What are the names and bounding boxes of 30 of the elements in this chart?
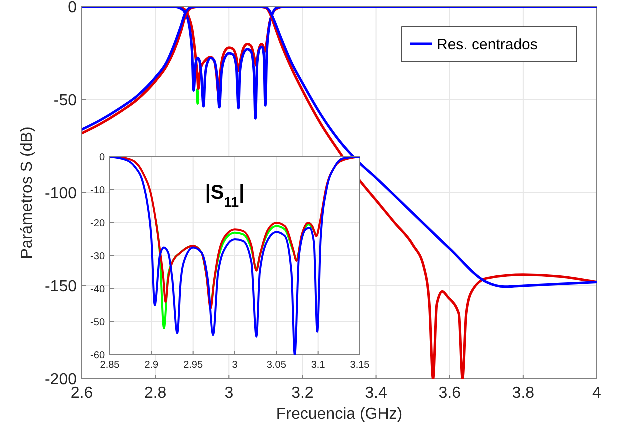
x-tick-label: 3 [224,385,234,402]
y-tick-label: 0 [68,0,78,17]
x-tick-label: 2.85 [100,360,120,371]
x-tick-label: 3 [232,360,238,371]
x-axis-title: Frecuencia (GHz) [276,406,403,423]
x-tick-label: 2.9 [144,360,160,371]
x-tick-label: 3.1 [311,360,326,371]
y-tick-label: -30 [90,252,106,262]
x-tick-label: 2.95 [184,360,204,371]
y-tick-label: -50 [54,92,78,110]
x-tick-label: 3.8 [512,385,535,402]
x-tick-label: 2.8 [144,385,167,402]
x-tick-label: 3.2 [292,385,314,402]
x-tick-label: 4 [592,385,602,402]
y-tick-label: -100 [44,186,78,203]
y-tick-label: -10 [90,186,106,196]
x-tick-label: 2.6 [70,385,94,402]
y-tick-label: -60 [90,350,106,362]
y-tick-label: -20 [90,218,106,230]
legend-label: Res. centrados [437,36,538,54]
y-tick-label: -50 [90,318,106,328]
y-tick-label: -40 [90,284,106,296]
y-tick-label: 0 [99,152,106,164]
x-tick-label: 3.6 [438,385,462,402]
y-tick-label: -150 [44,278,78,296]
y-axis-title: Parámetros S (dB) [19,126,36,260]
text: |S$_{11}$| [205,182,245,210]
x-tick-label: 3.05 [266,360,287,371]
x-tick-label: 3.4 [365,385,388,402]
x-tick-label: 3.15 [350,360,370,371]
